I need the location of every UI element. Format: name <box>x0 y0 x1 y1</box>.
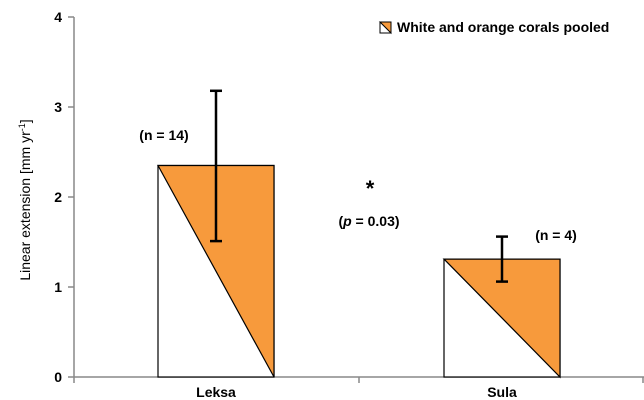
bars <box>156 164 561 379</box>
significance-star: * <box>366 176 375 201</box>
y-tick-label: 1 <box>54 279 62 295</box>
legend-swatch <box>378 21 392 35</box>
y-tick-label: 2 <box>54 189 62 205</box>
error-bar-sula <box>496 235 508 283</box>
y-axis-label-superscript: -1 <box>17 123 27 131</box>
y-axis-label: Linear extension [mm yr-1] <box>17 119 33 280</box>
legend-swatch-fill <box>378 21 392 35</box>
p-value-label: (p = 0.03) <box>338 213 399 229</box>
p-value-open: ( <box>338 213 343 229</box>
legend: White and orange corals pooled <box>378 19 609 35</box>
legend-entry-label: White and orange corals pooled <box>397 19 609 35</box>
y-tick-label: 0 <box>54 369 62 385</box>
n-label-sula: (n = 4) <box>535 227 577 243</box>
p-value-rest: = 0.03) <box>352 213 400 229</box>
error-bar-leksa <box>210 89 222 243</box>
y-axis-label-main: Linear extension [mm yr <box>17 131 33 281</box>
n-label-leksa: (n = 14) <box>139 127 188 143</box>
p-value-symbol: p <box>342 213 352 229</box>
error-bars <box>210 89 508 283</box>
x-category-label: Leksa <box>196 384 236 400</box>
x-category-label: Sula <box>487 384 517 400</box>
y-tick-label: 4 <box>54 9 62 25</box>
y-axis-label-close: ] <box>17 119 33 123</box>
y-tick-label: 3 <box>54 99 62 115</box>
